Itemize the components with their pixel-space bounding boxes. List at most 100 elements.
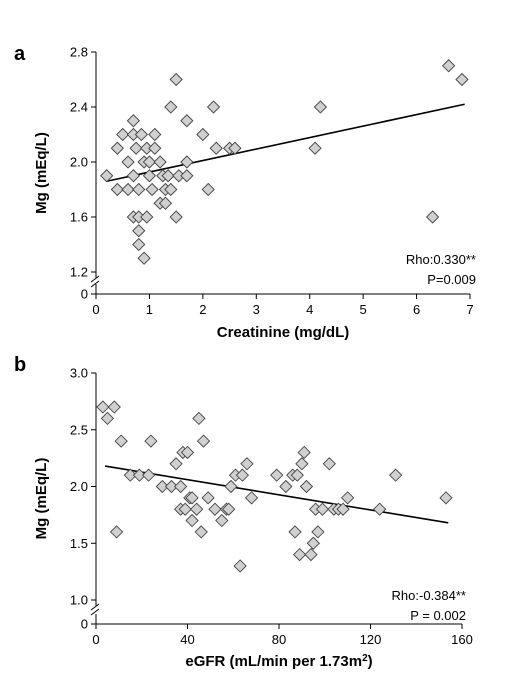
data-point xyxy=(137,251,151,265)
data-point xyxy=(123,468,137,482)
y-tick-label: 2.4 xyxy=(70,100,88,115)
y-axis-title: Mg (mEq/L) xyxy=(33,132,50,214)
data-point xyxy=(164,100,178,114)
data-point xyxy=(129,141,143,155)
y-tick-label: 2.0 xyxy=(70,479,88,494)
data-point xyxy=(132,224,146,238)
data-point xyxy=(190,502,204,516)
y-tick-label: 1.6 xyxy=(70,210,88,225)
data-point xyxy=(439,491,453,505)
data-point xyxy=(126,169,141,183)
data-point xyxy=(164,479,179,494)
data-point xyxy=(121,155,135,169)
x-tick-label: 2 xyxy=(199,302,206,317)
data-point xyxy=(148,127,162,142)
data-point xyxy=(290,468,304,482)
data-point xyxy=(233,559,247,573)
data-point xyxy=(114,434,128,448)
data-point xyxy=(304,547,318,562)
y-tick-label: 2.5 xyxy=(70,422,88,437)
data-point xyxy=(235,468,250,482)
data-point xyxy=(180,114,194,128)
data-point xyxy=(313,100,328,114)
data-point xyxy=(222,502,236,516)
data-point xyxy=(322,457,336,471)
data-point xyxy=(121,182,135,197)
data-point xyxy=(174,479,188,494)
stats-annotation: P = 0.002 xyxy=(410,608,466,623)
y-tick-label: 2.8 xyxy=(70,45,88,60)
x-tick-label: 0 xyxy=(92,632,99,647)
panel-b-label: b xyxy=(14,354,26,376)
data-point xyxy=(153,155,167,169)
axis-break-mark xyxy=(90,275,100,283)
data-point xyxy=(311,525,325,539)
data-point xyxy=(100,411,115,426)
data-point xyxy=(299,479,314,494)
y-tick-label-zero: 0 xyxy=(81,617,88,632)
data-point xyxy=(209,141,223,155)
data-point xyxy=(196,127,210,142)
data-point xyxy=(308,141,322,155)
x-tick-label: 40 xyxy=(180,632,194,647)
data-point xyxy=(155,479,169,494)
data-point xyxy=(228,141,242,155)
data-point xyxy=(110,141,125,155)
data-point xyxy=(142,155,157,169)
data-point xyxy=(164,182,178,197)
axis-break-mark xyxy=(90,608,100,616)
x-tick-label: 160 xyxy=(451,632,473,647)
data-point xyxy=(270,468,284,482)
data-point xyxy=(315,502,330,516)
data-point xyxy=(110,182,125,197)
data-point xyxy=(215,513,229,528)
x-axis-title: Creatinine (mg/dL) xyxy=(217,324,350,341)
stats-annotation: Rho:0.330** xyxy=(406,252,476,267)
data-point xyxy=(180,445,195,460)
stats-annotation: P=0.009 xyxy=(427,272,476,287)
data-point xyxy=(185,491,199,505)
data-point xyxy=(185,513,199,528)
x-tick-label: 3 xyxy=(253,302,260,317)
data-point xyxy=(116,127,130,142)
data-point xyxy=(288,525,302,539)
data-point xyxy=(201,491,215,505)
chart-panel-a: 1.2 1.6 2.0 2.4 2.8 00 1 2 3 4 5 6 7 Creatinine (mg/d… xyxy=(33,45,476,342)
data-point xyxy=(295,457,309,471)
data-point xyxy=(240,457,254,471)
data-point xyxy=(132,237,146,252)
data-point xyxy=(224,479,238,494)
data-point xyxy=(425,210,440,224)
y-tick-label-zero: 0 xyxy=(81,287,88,302)
data-point xyxy=(389,468,403,482)
data-point xyxy=(140,210,154,224)
data-point xyxy=(306,536,320,550)
data-point xyxy=(109,525,124,539)
data-point xyxy=(100,169,114,183)
data-point xyxy=(244,491,259,505)
trend-line xyxy=(105,465,449,524)
y-tick-label: 3.0 xyxy=(70,366,88,381)
x-axis-title: eGFR (mL/min per 1.73m2) xyxy=(185,653,372,671)
data-point xyxy=(148,141,162,155)
x-tick-label: 4 xyxy=(306,302,313,317)
data-point xyxy=(169,457,183,471)
trend-line xyxy=(106,103,465,183)
data-point xyxy=(134,127,149,142)
data-point xyxy=(180,169,194,183)
data-point xyxy=(107,400,121,414)
chart-panel-b: 1.0 1.5 2.0 2.5 3.0 00 40 80 120 160 eGFR (mL/min … xyxy=(33,366,473,671)
data-point xyxy=(132,468,147,482)
y-tick-label: 1.5 xyxy=(70,536,88,551)
x-tick-label: 6 xyxy=(413,302,420,317)
x-axis-title-superscript: 2 xyxy=(362,653,368,664)
y-tick-label: 1.2 xyxy=(70,265,88,280)
data-point xyxy=(126,114,141,128)
data-point xyxy=(196,434,211,448)
data-point xyxy=(169,210,183,224)
x-tick-label: 120 xyxy=(360,632,382,647)
data-point xyxy=(141,468,156,482)
data-point xyxy=(292,547,307,562)
data-point xyxy=(144,434,158,448)
